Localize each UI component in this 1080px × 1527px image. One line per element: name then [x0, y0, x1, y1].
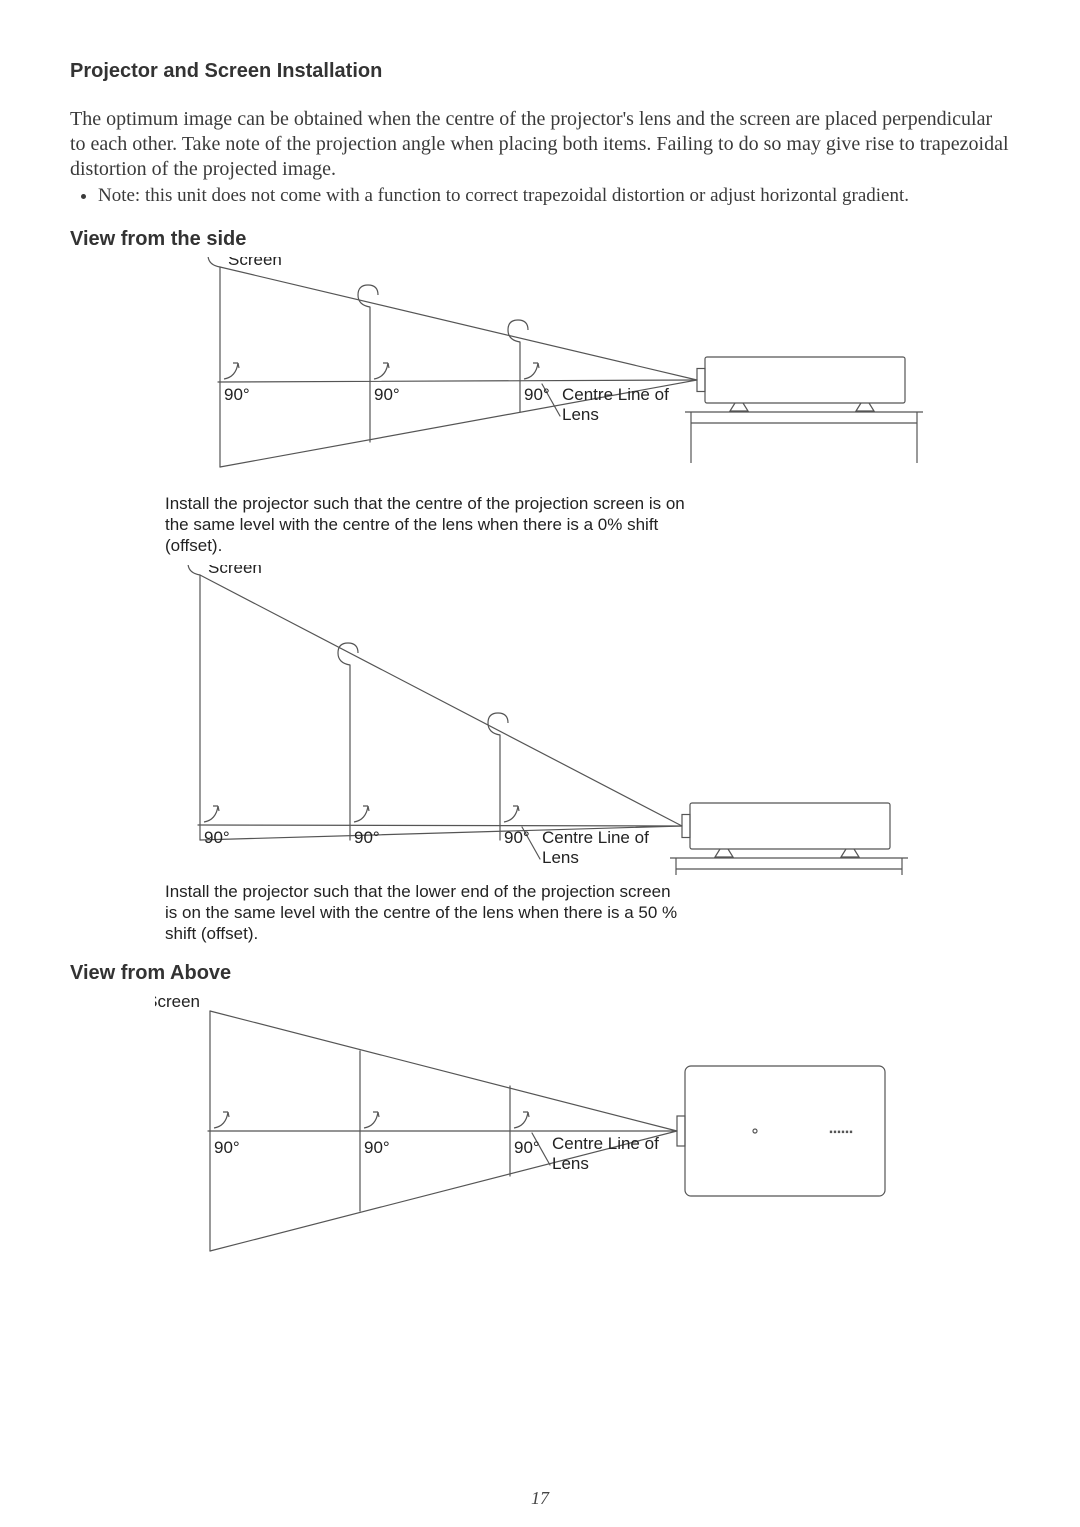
svg-text:90°: 90°: [524, 385, 550, 404]
svg-text:Centre Line of: Centre Line of: [542, 828, 649, 847]
diagram-side-b-wrap: 90° 90° 90° Screen Centre Line ofLens Instal…: [165, 565, 1010, 945]
diagram-top: ······ 90° 90° 90° Screen Centre Line ofLens: [155, 991, 1010, 1271]
diagram-side-b: 90° 90° 90° Screen Centre Line ofLens: [165, 565, 1010, 875]
diagram-top-wrap: ······ 90° 90° 90° Screen Centre Line ofLens: [155, 991, 1010, 1271]
above-view-title: View from Above: [70, 962, 1010, 985]
side-view-title: View from the side: [70, 228, 1010, 251]
section-title: Projector and Screen Installation: [70, 60, 1010, 83]
intro-paragraph: The optimum image can be obtained when t…: [70, 107, 1010, 182]
svg-text:Screen: Screen: [208, 565, 262, 577]
svg-text:Screen: Screen: [155, 992, 200, 1011]
svg-text:Lens: Lens: [542, 848, 579, 867]
note-item: Note: this unit does not come with a fun…: [98, 184, 1010, 208]
svg-text:90°: 90°: [214, 1138, 240, 1157]
caption-side-a: Install the projector such that the cent…: [165, 493, 685, 557]
page: Projector and Screen Installation The op…: [0, 0, 1080, 1527]
page-number: 17: [0, 1488, 1080, 1509]
svg-text:Centre Line of: Centre Line of: [562, 385, 669, 404]
caption-side-b: Install the projector such that the lowe…: [165, 881, 685, 945]
svg-text:90°: 90°: [514, 1138, 540, 1157]
svg-text:Lens: Lens: [552, 1154, 589, 1173]
svg-text:Screen: Screen: [228, 257, 282, 269]
svg-text:90°: 90°: [374, 385, 400, 404]
svg-text:Centre Line of: Centre Line of: [552, 1134, 659, 1153]
diagram-side-a: 90° 90° 90° Screen Centre Line ofLens: [165, 257, 1010, 487]
svg-text:90°: 90°: [354, 828, 380, 847]
diagram-side-a-wrap: 90° 90° 90° Screen Centre Line ofLens Instal…: [165, 257, 1010, 557]
note-list: Note: this unit does not come with a fun…: [70, 184, 1010, 208]
svg-text:90°: 90°: [504, 828, 530, 847]
svg-text:······: ······: [829, 1124, 853, 1138]
svg-text:Lens: Lens: [562, 405, 599, 424]
svg-text:90°: 90°: [364, 1138, 390, 1157]
svg-text:90°: 90°: [204, 828, 230, 847]
svg-text:90°: 90°: [224, 385, 250, 404]
